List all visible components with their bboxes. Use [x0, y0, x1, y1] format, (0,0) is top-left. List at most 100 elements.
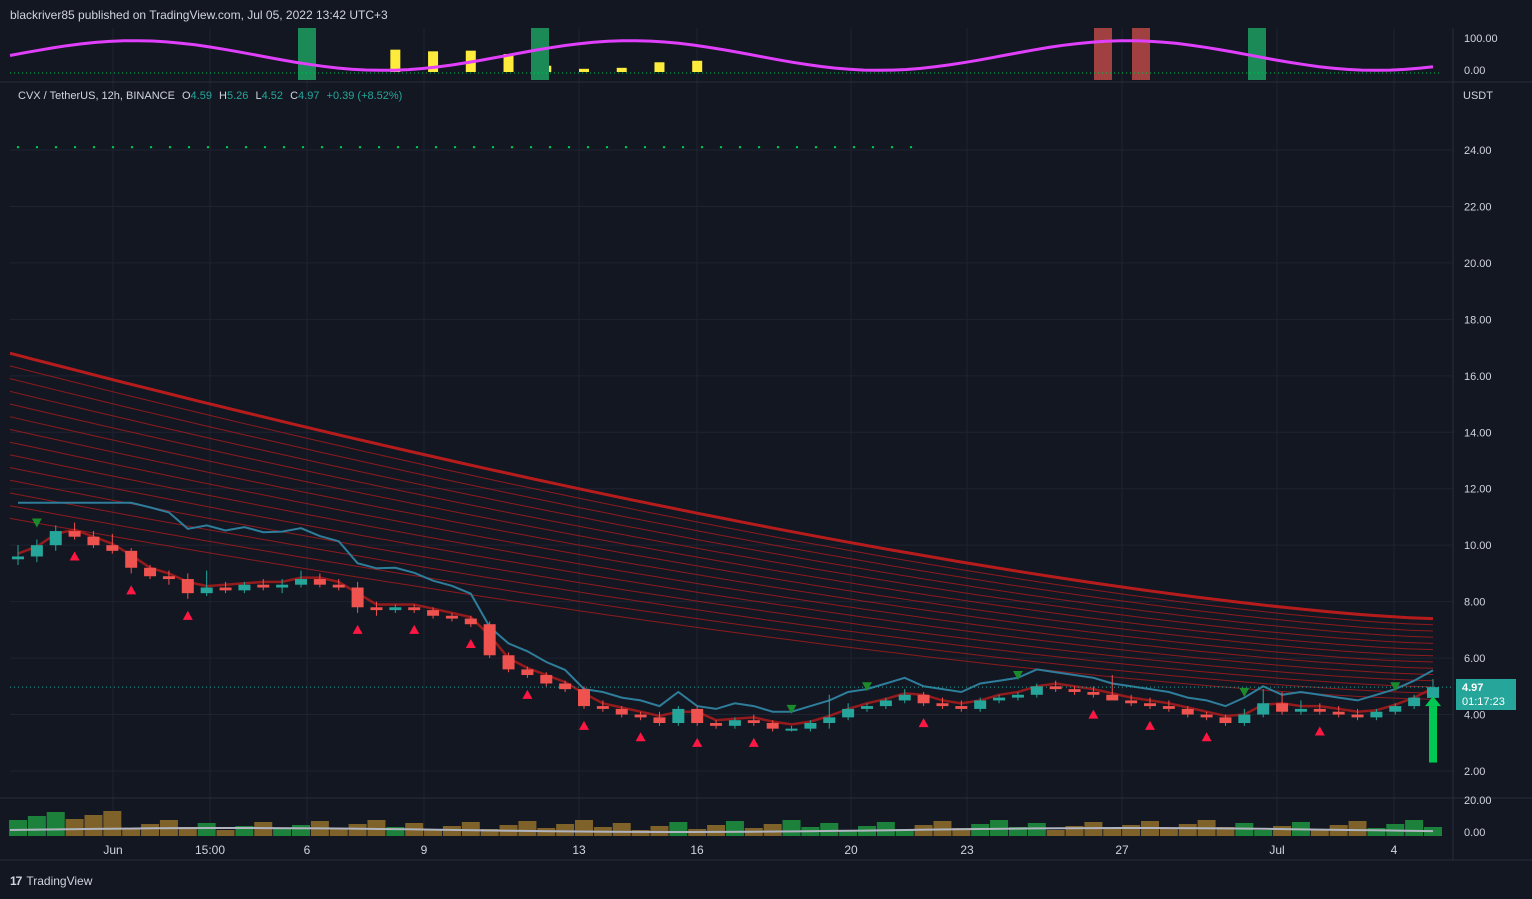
reference-dot: [339, 145, 343, 149]
low-label: L: [255, 90, 262, 102]
volume-tick-label: 20.00: [1464, 795, 1492, 807]
candle-body: [445, 615, 458, 619]
volume-bar: [178, 827, 197, 836]
reference-dot: [909, 145, 913, 149]
sell-triangle: [918, 718, 929, 728]
candle-body: [144, 567, 157, 577]
reference-dot: [776, 145, 780, 149]
time-tick-label: 15:00: [195, 843, 225, 857]
osc-bar: [390, 49, 401, 72]
candle-body: [219, 587, 232, 591]
candle-body: [521, 669, 534, 676]
candle-body: [804, 723, 817, 729]
brand-label: TradingView: [26, 874, 93, 888]
oscillator-pane: [9, 28, 1440, 80]
reference-dot: [35, 145, 39, 149]
candle-body: [125, 550, 138, 568]
trend-lines: [10, 145, 1453, 726]
reference-dot: [605, 145, 609, 149]
candle-body: [1389, 706, 1402, 712]
osc-highlight-green: [298, 28, 316, 80]
reference-dot: [681, 145, 685, 149]
buy-arrow-head: [1425, 696, 1441, 707]
reference-dot: [624, 145, 628, 149]
candle-body: [1144, 703, 1156, 707]
volume-bar: [556, 824, 575, 836]
candle-body: [1351, 714, 1364, 718]
ribbon-line: [9, 492, 1434, 688]
candle-body: [1238, 714, 1251, 724]
candle-body: [313, 579, 326, 585]
candle-body: [427, 610, 440, 616]
volume-bar: [1424, 827, 1442, 836]
volume-bar: [820, 823, 839, 836]
time-tick-label: 20: [844, 843, 858, 857]
time-tick-label: 4: [1391, 843, 1398, 857]
osc-bar: [503, 53, 514, 72]
candle-body: [1370, 711, 1383, 718]
volume-bar: [707, 825, 726, 836]
volume-bar: [292, 825, 310, 836]
candle-body: [672, 708, 685, 724]
reference-dot: [206, 145, 210, 149]
candle-body: [1276, 703, 1289, 712]
volume-pane: [9, 811, 1442, 836]
change-value: +0.39 (+8.52%): [326, 90, 403, 102]
candle-body: [162, 576, 175, 580]
tradingview-logo[interactable]: 17 TradingView: [10, 874, 92, 888]
reference-dot: [301, 145, 305, 149]
symbol-label: CVX / TetherUS, 12h, BINANCE: [18, 90, 175, 102]
reference-dot: [168, 145, 172, 149]
sell-triangle: [69, 551, 80, 561]
high-label: H: [219, 90, 227, 102]
reference-dot: [396, 145, 400, 149]
reference-dot: [643, 145, 647, 149]
reference-dot: [833, 145, 837, 149]
volume-bar: [273, 829, 292, 836]
candle-series: [12, 522, 1439, 732]
reference-dot: [814, 145, 818, 149]
osc-bar: [579, 68, 589, 72]
candle-body: [540, 675, 553, 684]
osc-bar: [616, 67, 627, 72]
candle-body: [276, 584, 289, 588]
price-tick-label: 8.00: [1464, 597, 1485, 609]
volume-bar: [386, 827, 405, 836]
reference-dot: [111, 145, 115, 149]
sell-triangle: [1088, 709, 1099, 719]
candle-body: [596, 706, 609, 709]
currency-label: USDT: [1463, 90, 1493, 102]
osc-highlight-green: [1248, 28, 1266, 80]
price-axis[interactable]: 24.00 22.00 20.00 18.00 16.00 14.00 12.00 10.00…: [1464, 33, 1498, 839]
osc-highlight-red: [1094, 28, 1112, 80]
price-tick-label: 20.00: [1464, 258, 1492, 270]
ribbon-line: [9, 454, 1434, 669]
symbol-legend: CVX / TetherUS, 12h, BINANCE O4.59 H5.26…: [18, 90, 402, 102]
price-tick-label: 22.00: [1464, 201, 1492, 213]
candle-body: [408, 607, 421, 611]
candle-body: [728, 720, 741, 726]
time-tick-label: 13: [572, 843, 586, 857]
buy-triangle: [1390, 682, 1401, 692]
candle-body: [578, 689, 590, 707]
low-value: 4.52: [261, 90, 284, 102]
volume-bar: [216, 830, 235, 836]
candle-body: [30, 545, 43, 557]
reference-dot: [358, 145, 362, 149]
candle-body: [1332, 711, 1345, 715]
osc-highlight-red: [1132, 28, 1150, 80]
ribbon-line: [9, 517, 1434, 700]
candle-body: [1068, 689, 1081, 692]
ribbon-line: [9, 416, 1434, 651]
sell-triangle: [126, 585, 137, 595]
time-tick-label: 6: [304, 843, 311, 857]
volume-bar: [895, 829, 914, 836]
volume-bar: [1273, 826, 1292, 836]
candle-body: [68, 531, 81, 537]
reference-dot: [567, 145, 571, 149]
time-axis[interactable]: Jun 15:00 6 9 13 16 20 23 27 Jul 4: [103, 843, 1397, 857]
candle-body: [1313, 708, 1326, 712]
volume-bar: [518, 821, 537, 836]
buy-triangle: [31, 518, 42, 528]
